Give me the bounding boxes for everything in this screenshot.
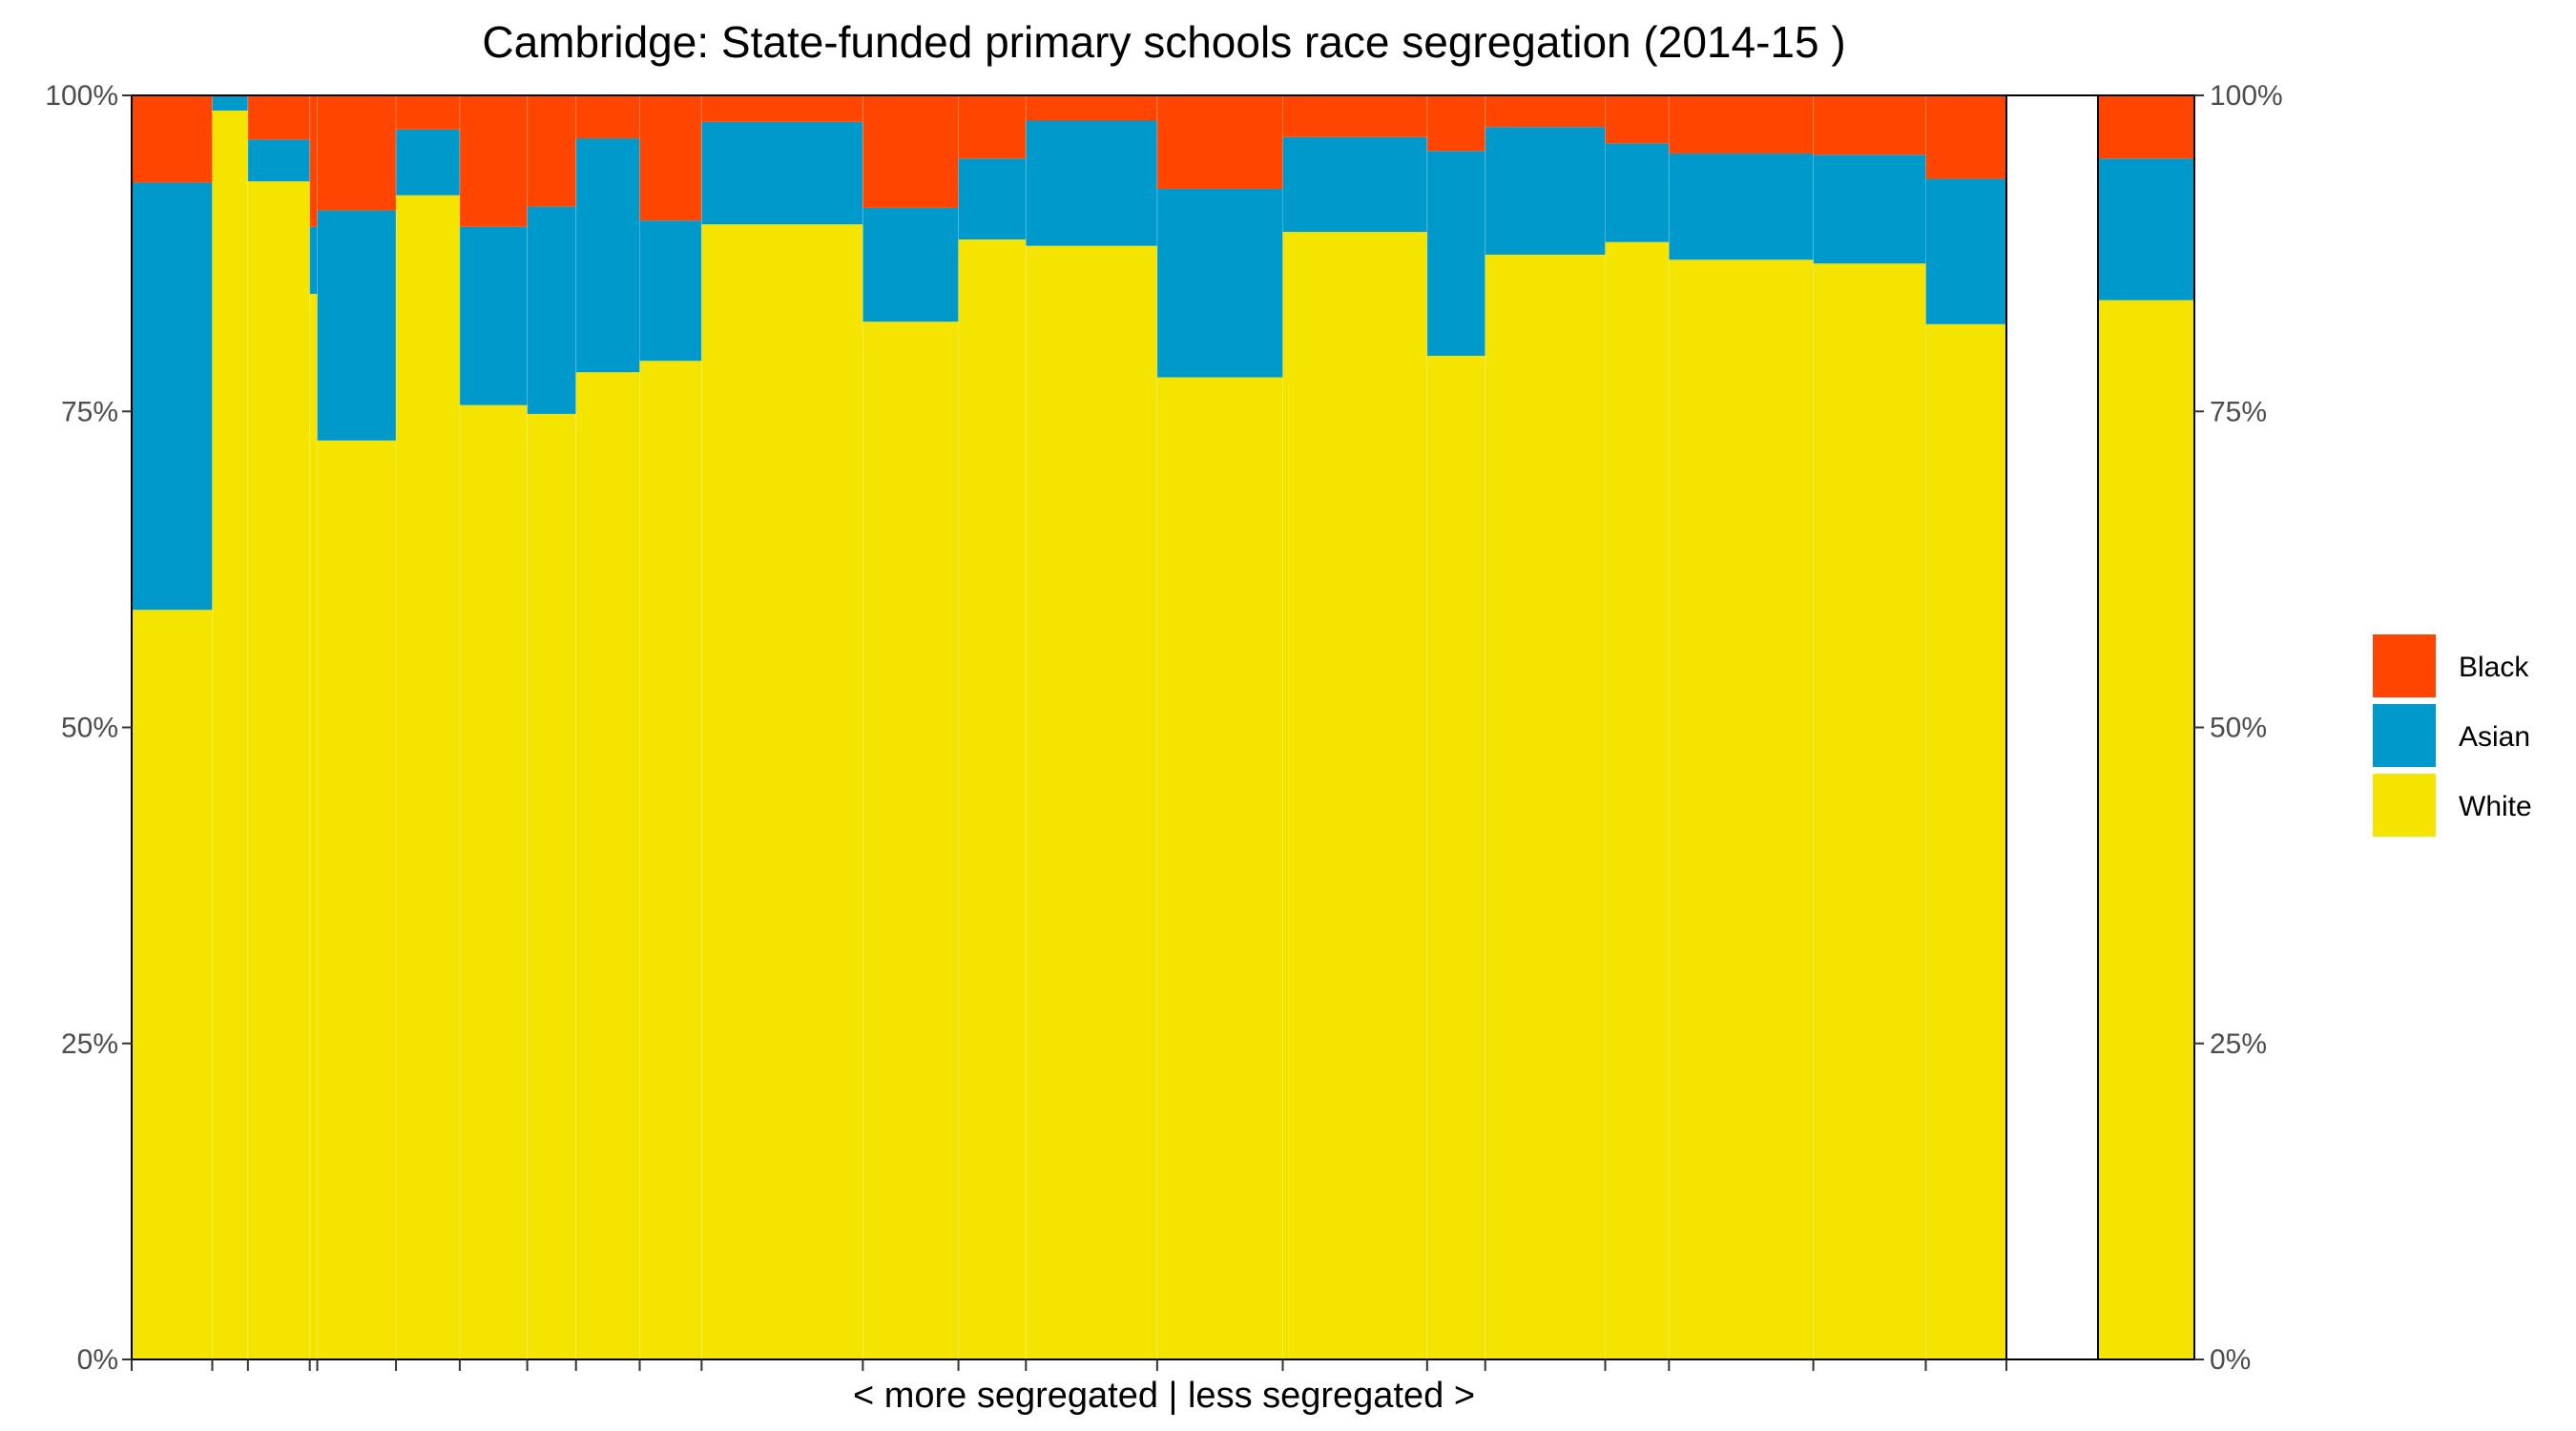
school-bar-18-white-segment	[1485, 254, 1606, 1360]
axes: 0% 0% 25% 25% 50% 50% 75% 75% 100% 100%	[45, 80, 2282, 1376]
school-bar-5-black-segment	[317, 95, 397, 211]
school-bar-7-asian-segment	[459, 226, 528, 405]
school-bar-12-asian-segment	[862, 207, 959, 322]
school-bar-18-asian-segment	[1485, 127, 1606, 255]
y-tick-label-right: 100%	[2210, 80, 2283, 112]
school-bar-19-asian-segment	[1605, 143, 1670, 242]
school-bar-19-white-segment	[1605, 241, 1670, 1360]
school-bar-2-white-segment	[212, 110, 248, 1359]
y-tick-label-right: 50%	[2210, 713, 2267, 744]
legend-label-black: Black	[2459, 652, 2529, 683]
school-bar-10-black-segment	[639, 95, 702, 221]
school-bar-11-asian-segment	[701, 121, 863, 225]
school-bar-13-white-segment	[958, 239, 1027, 1359]
school-bar-17-white-segment	[1426, 355, 1485, 1360]
school-bar-11-black-segment	[701, 95, 863, 122]
y-tick-label-right: 0%	[2210, 1344, 2251, 1376]
y-tick-label-right: 75%	[2210, 396, 2267, 427]
school-bar-6-asian-segment	[396, 129, 460, 196]
school-bar-16-white-segment	[1282, 232, 1427, 1360]
school-bar-8-black-segment	[527, 95, 576, 207]
legend-key-white	[2373, 774, 2436, 837]
legend-label-white: White	[2459, 791, 2532, 822]
x-axis-label: < more segregated | less segregated >	[853, 1376, 1475, 1416]
school-bar-9-white-segment	[575, 372, 640, 1359]
school-bar-10-asian-segment	[639, 220, 702, 362]
school-bar-15-white-segment	[1156, 377, 1283, 1360]
y-tick-label-right: 25%	[2210, 1028, 2267, 1060]
school-bar-14-white-segment	[1026, 245, 1157, 1359]
school-bar-16-asian-segment	[1282, 136, 1427, 233]
school-bar-5-white-segment	[317, 440, 397, 1360]
school-bar-4-white-segment	[309, 294, 318, 1359]
school-bar-16-black-segment	[1282, 95, 1427, 137]
school-bar-18-black-segment	[1485, 95, 1606, 128]
school-bar-11-white-segment	[701, 224, 863, 1359]
school-bar-13-black-segment	[958, 95, 1027, 159]
school-bar-8-asian-segment	[527, 206, 576, 414]
school-bar-22-asian-segment	[1925, 178, 2006, 324]
school-bar-6-white-segment	[396, 195, 460, 1359]
school-bar-15-black-segment	[1156, 95, 1283, 190]
school-bar-1-black-segment	[132, 95, 213, 183]
school-bar-21-asian-segment	[1813, 155, 1926, 264]
school-bar-3-white-segment	[247, 181, 310, 1360]
plot-area	[132, 95, 2194, 1360]
school-bar-20-asian-segment	[1669, 153, 1814, 260]
school-bar-3-asian-segment	[247, 139, 310, 182]
y-tick-label-left: 50%	[61, 713, 118, 744]
school-bar-17-asian-segment	[1426, 151, 1485, 356]
school-bar-12-white-segment	[862, 321, 959, 1359]
school-bar-5-asian-segment	[317, 210, 397, 441]
school-bar-20-black-segment	[1669, 95, 1814, 154]
school-bar-19-black-segment	[1605, 95, 1670, 144]
school-bar-21-white-segment	[1813, 263, 1926, 1360]
legend-key-asian	[2373, 704, 2436, 767]
school-bar-22-white-segment	[1925, 323, 2006, 1360]
legend-key-black	[2373, 634, 2436, 697]
school-bar-7-black-segment	[459, 95, 528, 227]
school-bar-14-black-segment	[1026, 95, 1157, 121]
y-tick-label-left: 100%	[45, 80, 118, 112]
school-bar-2-asian-segment	[212, 95, 248, 111]
y-tick-label-left: 25%	[61, 1028, 118, 1060]
legend: Black Asian White	[2373, 634, 2532, 837]
school-bar-1-white-segment	[132, 610, 213, 1359]
legend-label-asian: Asian	[2459, 721, 2530, 753]
total-bar-white-segment	[2098, 300, 2194, 1359]
school-bar-22-black-segment	[1925, 95, 2006, 179]
school-bar-9-black-segment	[575, 95, 640, 139]
school-bar-4-asian-segment	[309, 226, 318, 295]
school-bar-3-black-segment	[247, 95, 310, 140]
school-bar-15-asian-segment	[1156, 189, 1283, 378]
school-bar-13-asian-segment	[958, 158, 1027, 240]
school-bar-17-black-segment	[1426, 95, 1485, 152]
school-bar-8-white-segment	[527, 413, 576, 1359]
school-bar-1-asian-segment	[132, 182, 213, 611]
school-bar-21-black-segment	[1813, 95, 1926, 156]
school-bar-9-asian-segment	[575, 138, 640, 373]
total-bar-black-segment	[2098, 95, 2194, 159]
school-bar-12-black-segment	[862, 95, 959, 208]
school-bar-14-asian-segment	[1026, 120, 1157, 246]
school-bar-7-white-segment	[459, 404, 528, 1359]
chart-title: Cambridge: State-funded primary schools …	[482, 17, 1845, 67]
school-bar-6-black-segment	[396, 95, 460, 130]
y-tick-label-left: 0%	[77, 1344, 118, 1376]
school-bar-20-white-segment	[1669, 259, 1814, 1359]
school-bar-10-white-segment	[639, 361, 702, 1359]
y-tick-label-left: 75%	[61, 396, 118, 427]
total-bar-asian-segment	[2098, 158, 2194, 301]
school-bar-4-black-segment	[309, 95, 318, 227]
